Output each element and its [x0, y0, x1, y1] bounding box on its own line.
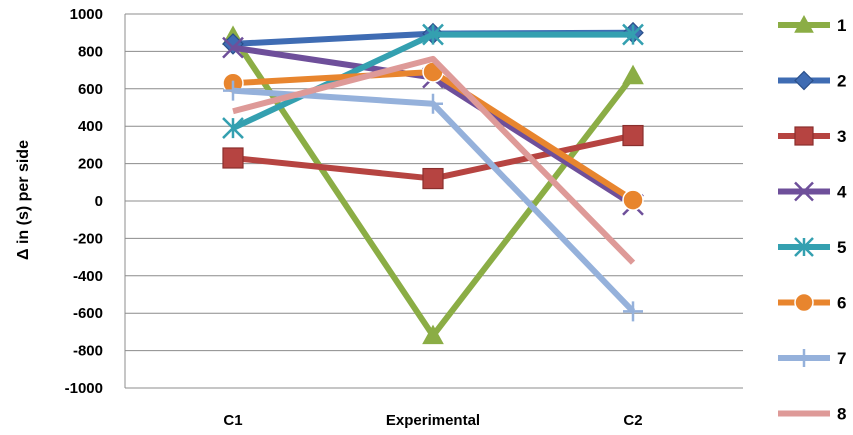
- x-tick-label: C2: [623, 412, 642, 429]
- legend-label: 4: [837, 183, 847, 202]
- y-tick-label: 400: [78, 118, 103, 135]
- data-point-marker: [622, 189, 644, 211]
- y-tick-label: -400: [73, 268, 103, 285]
- y-tick-label: -600: [73, 305, 103, 322]
- series-line: [232, 55, 636, 265]
- series-8: [232, 55, 636, 265]
- legend-item-7: 7: [778, 349, 846, 368]
- y-axis-tick-labels: 1000 800 600 400 200 0 -200 -400 -600 -800 -1000: [65, 6, 103, 397]
- legend-label: 8: [837, 405, 846, 424]
- data-point-marker: [622, 64, 644, 85]
- data-point-marker: [622, 23, 644, 46]
- legend-item-4: 4: [778, 181, 847, 202]
- data-point-marker: [222, 36, 244, 59]
- data-point-marker: [622, 124, 644, 147]
- x-axis-tick-labels: C1 Experimental C2: [223, 412, 642, 429]
- data-point-marker: [223, 80, 243, 101]
- legend-item-8: 8: [778, 405, 846, 424]
- series-3: [222, 124, 644, 190]
- legend-label: 6: [837, 294, 846, 313]
- y-tick-label: 200: [78, 156, 103, 173]
- y-tick-label: -800: [73, 343, 103, 360]
- y-tick-label: 800: [78, 43, 103, 60]
- legend-label: 3: [837, 127, 846, 146]
- data-point-marker: [422, 167, 444, 190]
- legend: 1 2 3 4 5 6 7 8: [778, 14, 847, 424]
- legend-item-1: 1: [778, 14, 846, 35]
- data-point-marker: [794, 70, 814, 91]
- legend-label: 5: [837, 238, 846, 257]
- data-point-marker: [222, 117, 244, 139]
- data-point-marker: [222, 147, 244, 169]
- x-tick-label: C1: [223, 412, 242, 429]
- data-point-marker: [794, 14, 814, 33]
- data-point-marker: [794, 292, 814, 313]
- data-point-marker: [794, 237, 814, 257]
- legend-label: 7: [837, 349, 846, 368]
- legend-item-2: 2: [778, 70, 846, 91]
- y-tick-label: -200: [73, 230, 103, 247]
- legend-label: 2: [837, 72, 846, 91]
- legend-label: 1: [837, 16, 846, 35]
- data-point-marker: [623, 301, 643, 322]
- y-axis-label: Δ in (s) per side: [15, 140, 32, 260]
- y-tick-label: 600: [78, 81, 103, 98]
- y-tick-label: -1000: [65, 380, 103, 397]
- y-tick-label: 0: [95, 193, 103, 210]
- data-point-marker: [422, 324, 444, 345]
- data-point-marker: [422, 23, 444, 46]
- legend-item-3: 3: [778, 126, 846, 146]
- data-point-marker: [794, 126, 814, 146]
- legend-item-5: 5: [778, 237, 846, 257]
- data-point-marker: [423, 93, 443, 114]
- data-point-marker: [795, 349, 813, 367]
- legend-item-6: 6: [778, 292, 846, 313]
- x-tick-label: Experimental: [386, 412, 480, 429]
- series-6: [222, 61, 644, 211]
- y-tick-label: 1000: [70, 6, 103, 23]
- series-lines: [222, 21, 644, 345]
- data-point-marker: [794, 181, 814, 202]
